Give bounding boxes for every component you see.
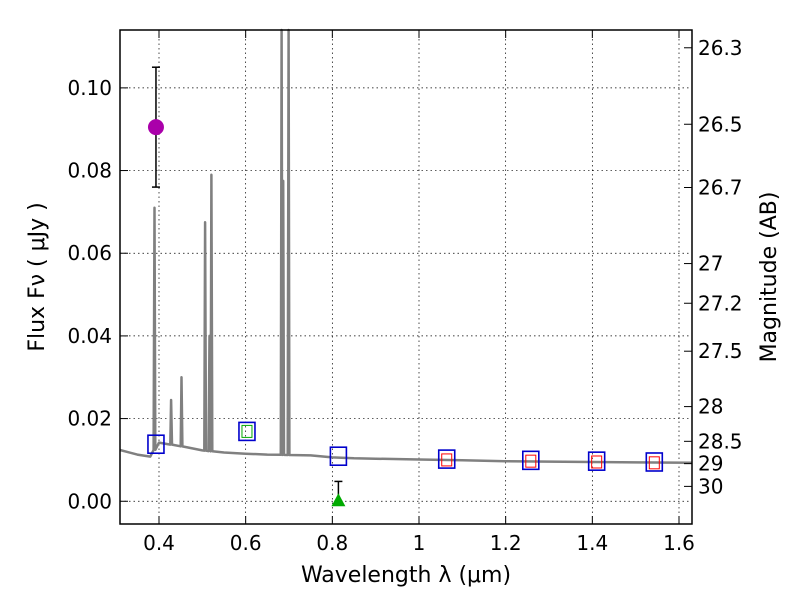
model-band-square xyxy=(521,450,540,471)
y-axis-label: Flux Fν ( μJy ) xyxy=(25,202,50,351)
x-tick-label: 0.6 xyxy=(230,531,262,555)
x-axis-label: Wavelength λ (μm) xyxy=(301,563,511,588)
y2-tick-label: 27.5 xyxy=(698,339,743,363)
band-flux-marker xyxy=(525,454,537,468)
y2-tick-label: 26.7 xyxy=(698,176,743,200)
band-flux-marker xyxy=(648,456,660,470)
y2-tick-label: 26.3 xyxy=(698,36,743,60)
model-band-square xyxy=(238,421,256,442)
y2-tick-label: 29 xyxy=(698,452,723,476)
model-spectrum xyxy=(119,28,693,465)
y-tick-label: 0.08 xyxy=(67,159,112,183)
model-band-square xyxy=(147,434,165,455)
y2-tick-label: 26.5 xyxy=(698,112,743,136)
model-band-square xyxy=(587,451,606,471)
y-tick-label: 0.02 xyxy=(67,407,112,431)
band-flux-marker xyxy=(241,424,253,438)
model-band-square xyxy=(645,452,664,472)
observed-point-circle xyxy=(147,119,164,136)
model-band-square xyxy=(437,449,456,469)
y-tick-label: 0.04 xyxy=(67,324,112,348)
y2-tick-label: 27.2 xyxy=(698,291,743,315)
x-tick-label: 1.2 xyxy=(490,531,522,555)
y2-axis-label: Magnitude (AB) xyxy=(757,192,782,363)
model-band-square xyxy=(329,446,348,467)
x-tick-label: 0.8 xyxy=(316,531,348,555)
spectrum-line xyxy=(119,28,693,465)
y2-tick-label: 28.5 xyxy=(698,429,743,453)
y2-tick-label: 28 xyxy=(698,395,723,419)
x-tick-label: 1 xyxy=(413,531,426,555)
y-tick-label: 0.00 xyxy=(67,489,112,513)
plot-frame xyxy=(119,29,693,525)
axes: 0.4 0.6 0.8 1 1.2 1.4 1.6 0.00 0.02 0.04 0.06 0.08 0… xyxy=(67,30,743,555)
band-flux-marker xyxy=(591,455,603,469)
y-tick-label: 0.06 xyxy=(67,241,112,265)
data-markers xyxy=(147,66,664,507)
observed-point-triangle xyxy=(331,493,346,507)
y-tick-label: 0.10 xyxy=(67,76,112,100)
y2-tick-label: 27 xyxy=(698,252,723,276)
x-tick-label: 0.4 xyxy=(143,531,175,555)
grid-layer xyxy=(120,30,692,524)
band-flux-marker xyxy=(441,453,453,467)
x-tick-label: 1.4 xyxy=(576,531,608,555)
y2-tick-label: 30 xyxy=(698,474,723,498)
x-tick-label: 1.6 xyxy=(663,531,695,555)
